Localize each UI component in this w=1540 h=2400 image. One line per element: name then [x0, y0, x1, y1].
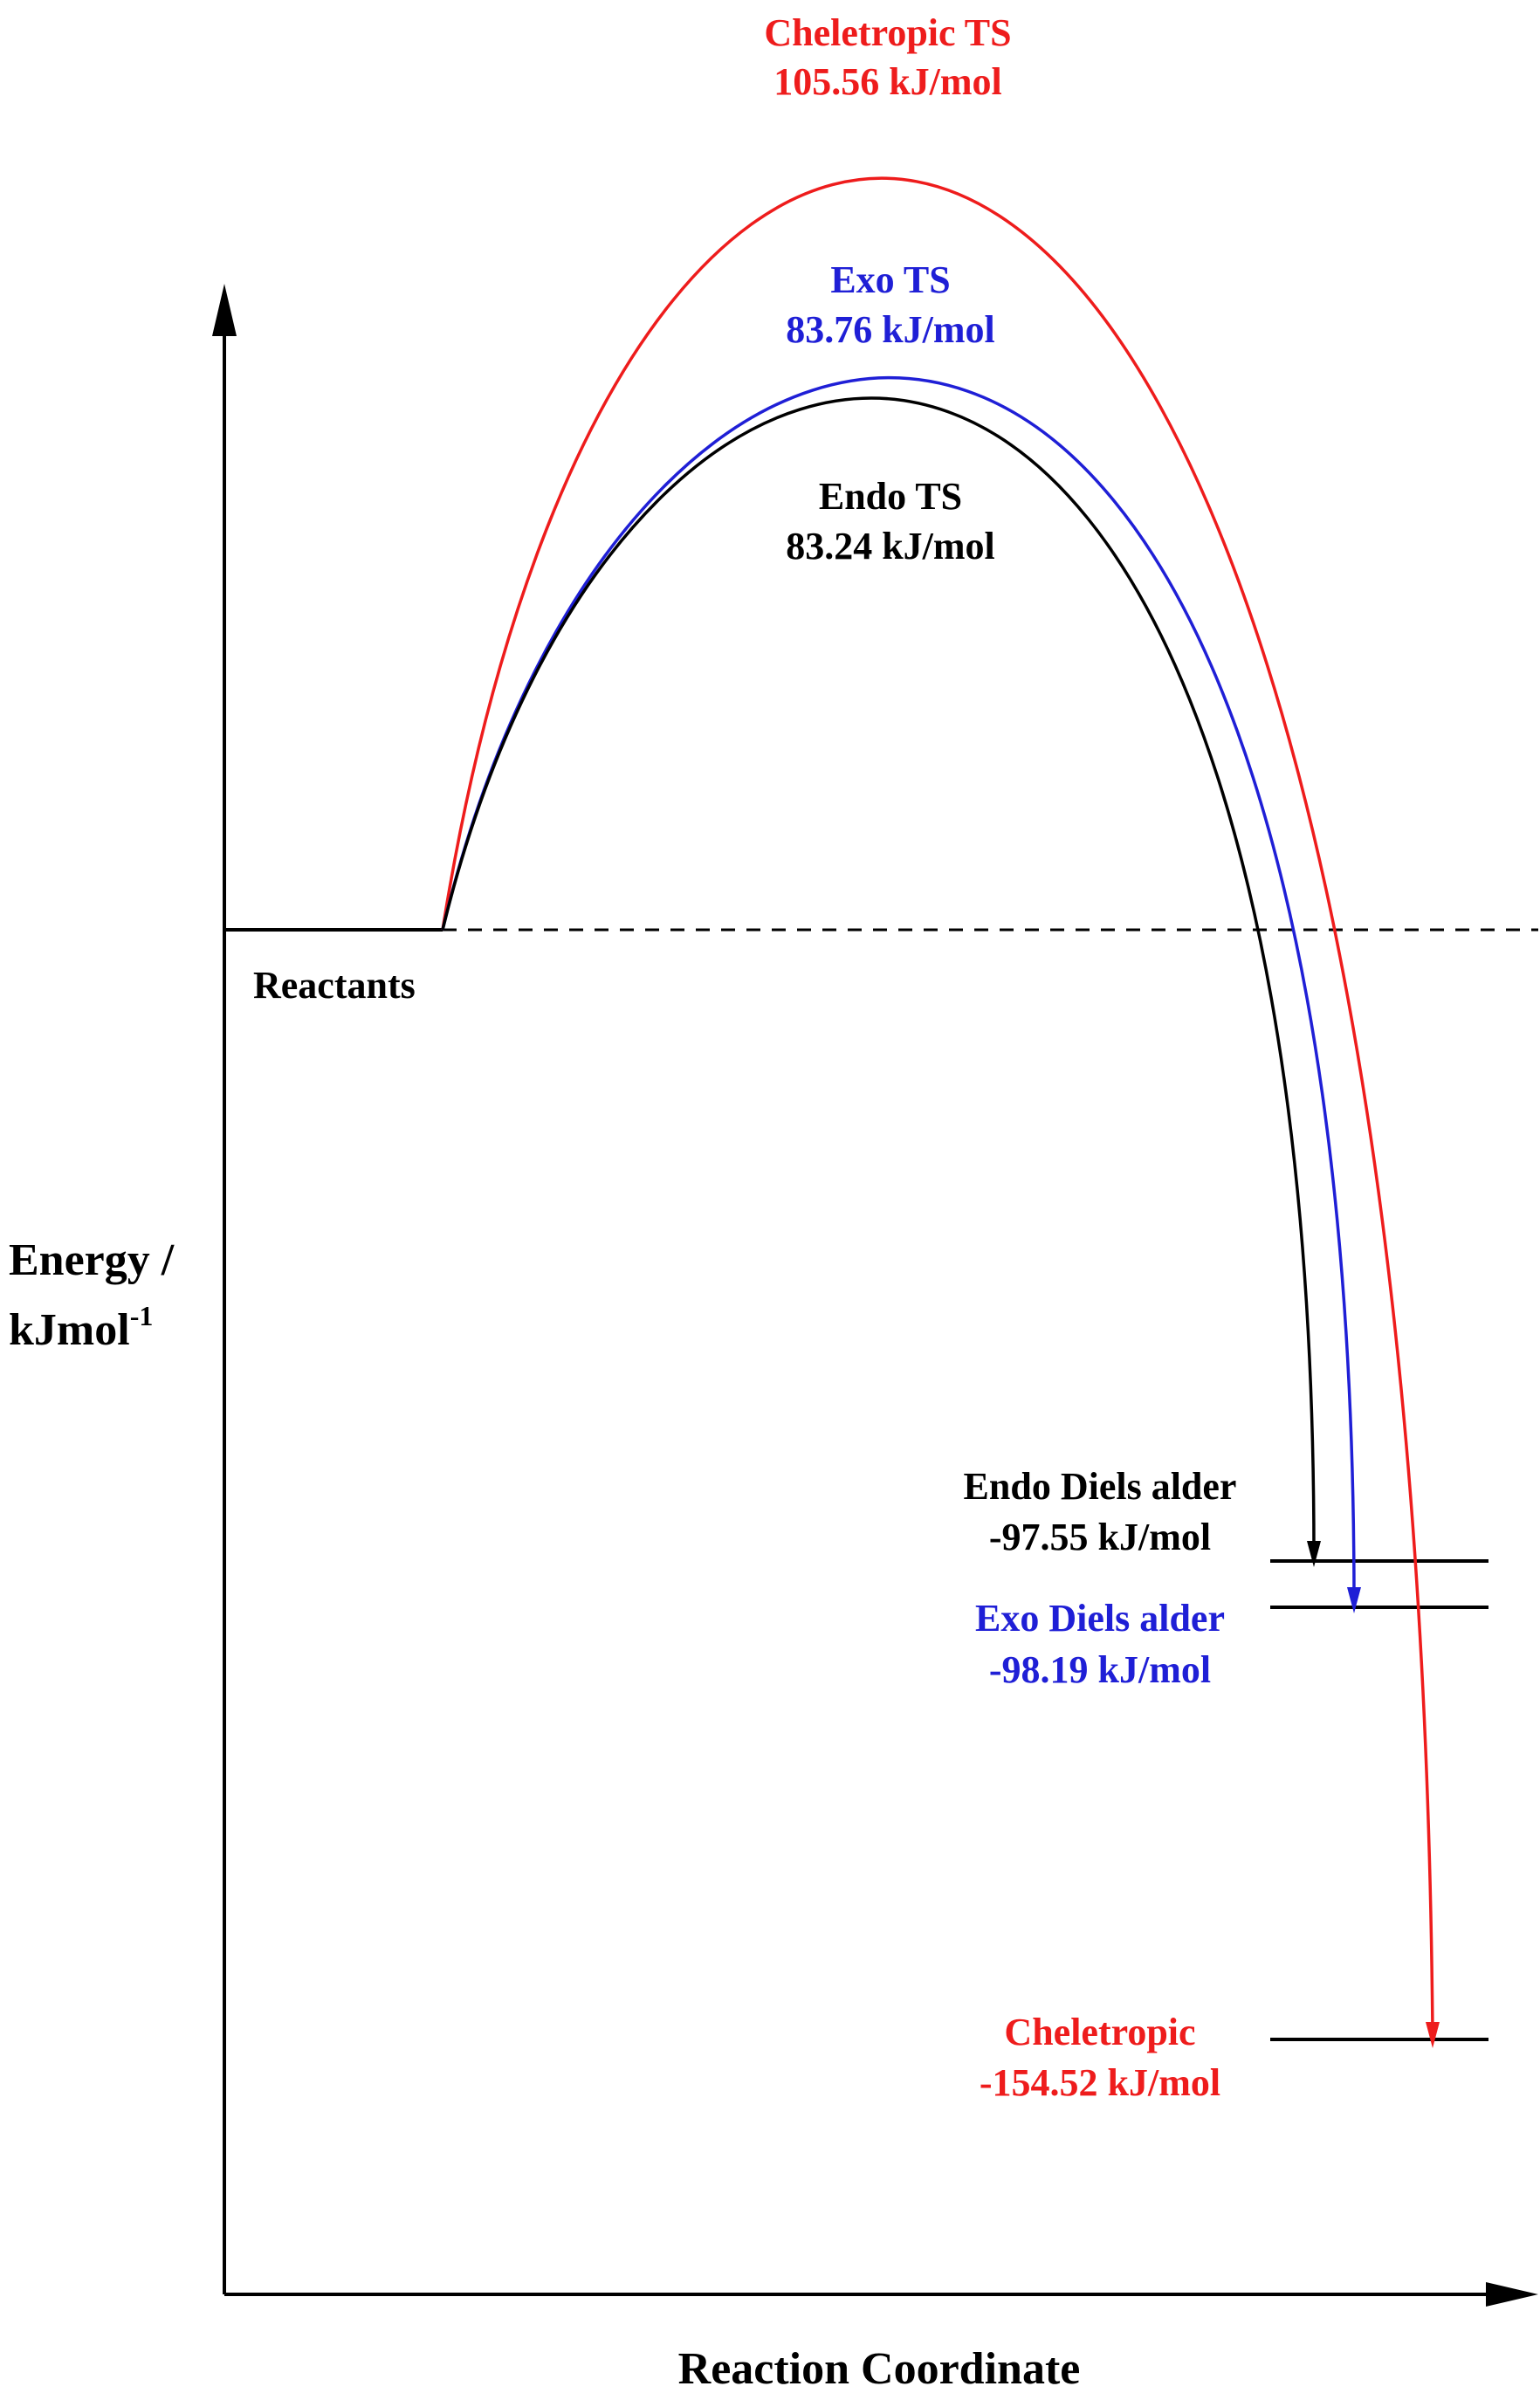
cheletropic-pathway-arrowhead [1426, 2022, 1440, 2048]
exo-ts-value: 83.76 kJ/mol [786, 308, 995, 351]
endo-pathway-arrowhead [1307, 1541, 1321, 1567]
x-axis-arrowhead [1486, 2282, 1538, 2307]
exo-diels-alder-name: Exo Diels alder [975, 1597, 1225, 1640]
endo-diels-alder-value: -97.55 kJ/mol [989, 1516, 1211, 1558]
y-axis-unit-superscript: -1 [130, 1300, 154, 1331]
y-axis-arrowhead [212, 284, 237, 336]
cheletropic-ts-name: Cheletropic TS [764, 11, 1011, 54]
endo-pathway-curve [441, 396, 1316, 1553]
x-axis-title: Reaction Coordinate [678, 2344, 1081, 2394]
reactants-label: Reactants [253, 964, 416, 1007]
exo-ts-name: Exo TS [830, 258, 950, 301]
cheletropic-ts-value: 105.56 kJ/mol [773, 60, 1002, 103]
y-axis-unit-base: kJmol [9, 1305, 130, 1355]
exo-diels-alder-value: -98.19 kJ/mol [989, 1648, 1211, 1691]
endo-diels-alder-name: Endo Diels alder [964, 1465, 1237, 1508]
endo-ts-name: Endo TS [819, 475, 962, 518]
cheletropic-product-value: -154.52 kJ/mol [980, 2061, 1220, 2104]
endo-ts-value: 83.24 kJ/mol [786, 525, 995, 567]
exo-pathway-curve [441, 376, 1356, 1599]
cheletropic-pathway-curve [441, 176, 1434, 2035]
exo-pathway-arrowhead [1347, 1587, 1361, 1613]
y-axis-title-line2: kJmol-1 [9, 1300, 153, 1355]
y-axis-title-line1: Energy / [9, 1235, 175, 1285]
cheletropic-product-name: Cheletropic [1004, 2011, 1195, 2053]
